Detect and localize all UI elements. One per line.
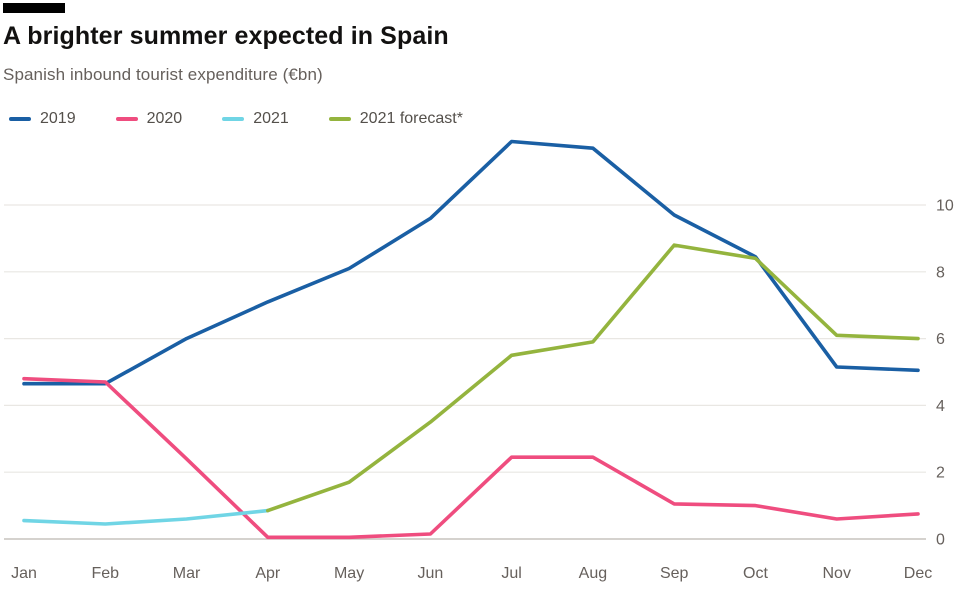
chart-title: A brighter summer expected in Spain	[3, 22, 449, 50]
x-tick-label-nov: Nov	[823, 565, 851, 582]
legend-label-2021: 2021	[253, 109, 289, 127]
legend-swatch-2021-forecast	[328, 116, 351, 121]
legend: 2019 2020 2021 2021 forecast*	[9, 110, 960, 128]
legend-item-2019: 2019	[9, 110, 76, 128]
x-tick-label-oct: Oct	[743, 565, 768, 582]
x-axis-labels: Jan Feb Mar Apr May Jun Jul Aug Sep Oct Nov Dec	[11, 565, 932, 582]
chart-subtitle: Spanish inbound tourist expenditure (€bn…	[3, 64, 323, 84]
x-tick-label-dec: Dec	[904, 565, 932, 582]
series-line-2020	[22, 376, 920, 539]
legend-label-2021-forecast: 2021 forecast*	[359, 109, 463, 127]
x-tick-label-mar: Mar	[173, 565, 201, 582]
y-tick-label-4: 4	[936, 398, 945, 415]
chart-card: A brighter summer expected in Spain Span…	[0, 3, 960, 603]
y-tick-label-10: 10	[936, 197, 954, 214]
y-axis-labels: 0 2 4 6 8 10	[936, 197, 954, 548]
x-tick-label-feb: Feb	[91, 565, 119, 582]
x-tick-label-aug: Aug	[579, 565, 607, 582]
series-line-2021-forecast-	[266, 243, 920, 513]
series-line-2019	[22, 139, 920, 386]
x-tick-label-jul: Jul	[501, 565, 521, 582]
x-tick-label-sep: Sep	[660, 565, 689, 582]
legend-swatch-2021	[222, 116, 245, 121]
legend-item-2021-forecast: 2021 forecast*	[328, 109, 463, 128]
legend-swatch-2019	[9, 116, 31, 121]
series-line-2021	[22, 508, 270, 526]
legend-item-2021: 2021	[222, 110, 289, 128]
y-tick-label-2: 2	[936, 464, 945, 481]
y-tick-label-6: 6	[936, 331, 945, 348]
line-chart-svg: 0 2 4 6 8 10 Jan Feb Mar Apr May Jun Jul Aug Sep Oct Nov…	[4, 139, 954, 582]
line-chart: 0 2 4 6 8 10 Jan Feb Mar Apr May Jun Jul Aug Sep Oct Nov…	[0, 135, 960, 595]
ft-black-bar	[3, 3, 65, 13]
x-tick-label-jun: Jun	[417, 565, 443, 582]
x-tick-label-apr: Apr	[255, 565, 281, 582]
legend-label-2020: 2020	[146, 109, 183, 127]
x-tick-label-may: May	[334, 565, 364, 582]
y-tick-label-0: 0	[936, 531, 945, 548]
legend-item-2020: 2020	[115, 109, 183, 128]
y-tick-label-8: 8	[936, 264, 945, 281]
legend-label-2019: 2019	[40, 109, 76, 127]
gridlines	[4, 204, 926, 540]
legend-swatch-2020	[115, 116, 138, 121]
x-tick-label-jan: Jan	[11, 565, 37, 582]
